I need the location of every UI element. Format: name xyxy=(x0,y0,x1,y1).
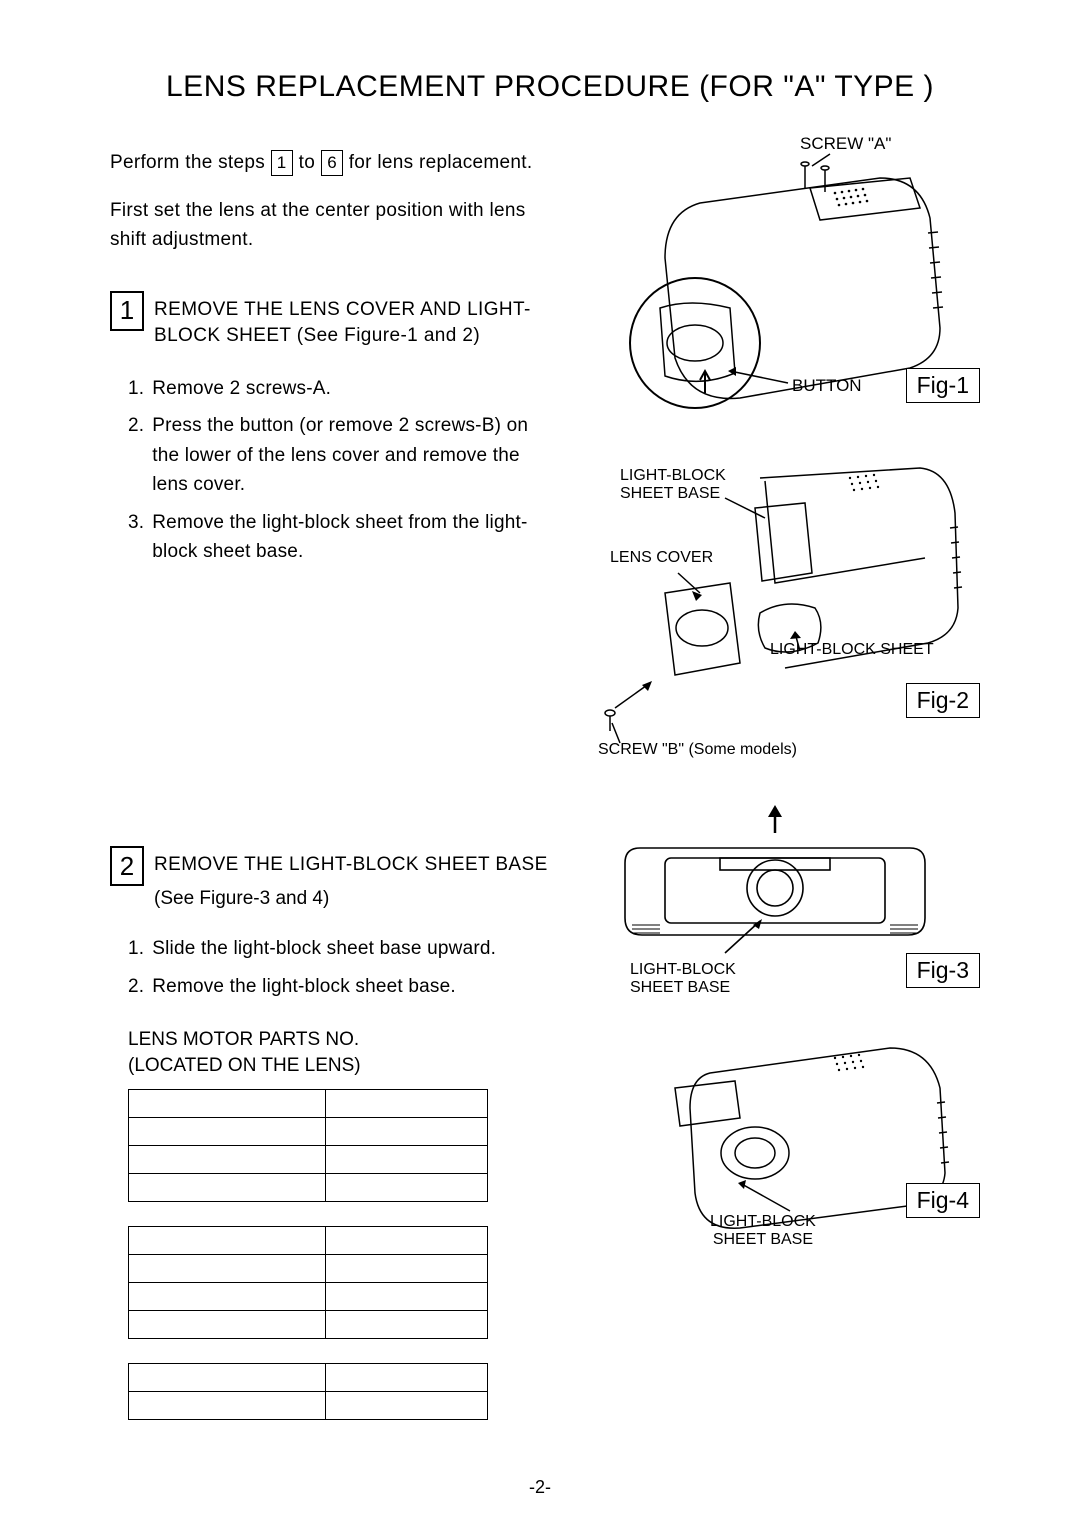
list-item: 1. Slide the light-block sheet base upwar… xyxy=(128,934,550,963)
parts-table-3 xyxy=(128,1363,488,1420)
section-2-number: 2 xyxy=(110,846,144,886)
parts-table-1 xyxy=(128,1089,488,1202)
section-2-title: REMOVE THE LIGHT-BLOCK SHEET BASE xyxy=(154,846,548,879)
section-2: 2 REMOVE THE LIGHT-BLOCK SHEET BASE (See… xyxy=(110,846,550,1419)
intro-to-word: to xyxy=(299,148,315,177)
parts-table-2 xyxy=(128,1226,488,1339)
lb-sheet-base-label: LIGHT-BLOCK SHEET BASE xyxy=(710,1213,816,1250)
item-num: 3. xyxy=(128,508,144,567)
page-title: LENS REPLACEMENT PROCEDURE (FOR "A" TYPE… xyxy=(110,70,990,104)
figure-3: LIGHT-BLOCK SHEET BASE Fig-3 xyxy=(580,803,990,1003)
intro-line-1: Perform the steps 1 to 6 for lens replac… xyxy=(110,148,550,178)
section-1-number: 1 xyxy=(110,291,144,331)
item-num: 2. xyxy=(128,972,144,1001)
section-1-list: 1. Remove 2 screws-A. 2.Press the button … xyxy=(110,374,550,567)
fig3-drawing xyxy=(610,803,940,983)
item-num: 1. xyxy=(128,374,144,403)
item-num: 1. xyxy=(128,934,144,963)
parts-heading-l2: (LOCATED ON THE LENS) xyxy=(128,1053,550,1079)
section-1: 1 REMOVE THE LENS COVER AND LIGHT-BLOCK … xyxy=(110,291,550,567)
fig4-label: Fig-4 xyxy=(906,1183,980,1218)
figure-4: LIGHT-BLOCK SHEET BASE Fig-4 xyxy=(580,1033,990,1253)
item-text: Press the button (or remove 2 screws-B) … xyxy=(152,411,550,499)
figure-1: SCREW "A" xyxy=(580,148,990,433)
list-item: 2.Press the button (or remove 2 screws-B… xyxy=(128,411,550,499)
button-label: BUTTON xyxy=(792,376,862,396)
fig2-label: Fig-2 xyxy=(906,683,980,718)
intro-line-2: First set the lens at the center positio… xyxy=(110,196,550,255)
fig3-label: Fig-3 xyxy=(906,953,980,988)
fig1-drawing xyxy=(580,148,960,418)
parts-heading-l1: LENS MOTOR PARTS NO. xyxy=(128,1027,550,1053)
lb-sheet-label: LIGHT-BLOCK SHEET xyxy=(770,641,934,659)
item-text: Slide the light-block sheet base upward. xyxy=(152,934,550,963)
figure-2: LIGHT-BLOCK SHEET BASE LENS COVER xyxy=(580,463,990,773)
lb-sheet-base-label: LIGHT-BLOCK SHEET BASE xyxy=(630,961,736,998)
intro-post: for lens replacement. xyxy=(349,152,533,173)
item-text: Remove the light-block sheet base. xyxy=(152,972,550,1001)
list-item: 1. Remove 2 screws-A. xyxy=(128,374,550,403)
screw-b-label: SCREW "B" (Some models) xyxy=(598,741,797,759)
page-number: -2- xyxy=(0,1477,1080,1498)
item-num: 2. xyxy=(128,411,144,499)
list-item: 3.Remove the light-block sheet from the … xyxy=(128,508,550,567)
section-2-list: 1. Slide the light-block sheet base upwar… xyxy=(110,934,550,1001)
step-from-box: 1 xyxy=(271,150,293,176)
right-column: SCREW "A" xyxy=(580,148,990,1420)
item-text: Remove 2 screws-A. xyxy=(152,374,550,403)
fig1-label: Fig-1 xyxy=(906,368,980,403)
parts-heading: LENS MOTOR PARTS NO. (LOCATED ON THE LEN… xyxy=(128,1027,550,1078)
list-item: 2. Remove the light-block sheet base. xyxy=(128,972,550,1001)
intro-pre: Perform the steps xyxy=(110,152,271,173)
section-2-subnote: (See Figure-3 and 4) xyxy=(154,888,550,910)
section-1-title: REMOVE THE LENS COVER AND LIGHT-BLOCK SH… xyxy=(154,291,550,350)
fig2-drawing xyxy=(550,463,970,763)
step-to-box: 6 xyxy=(321,150,343,176)
left-column: Perform the steps 1 to 6 for lens replac… xyxy=(110,148,550,1420)
item-text: Remove the light-block sheet from the li… xyxy=(152,508,550,567)
